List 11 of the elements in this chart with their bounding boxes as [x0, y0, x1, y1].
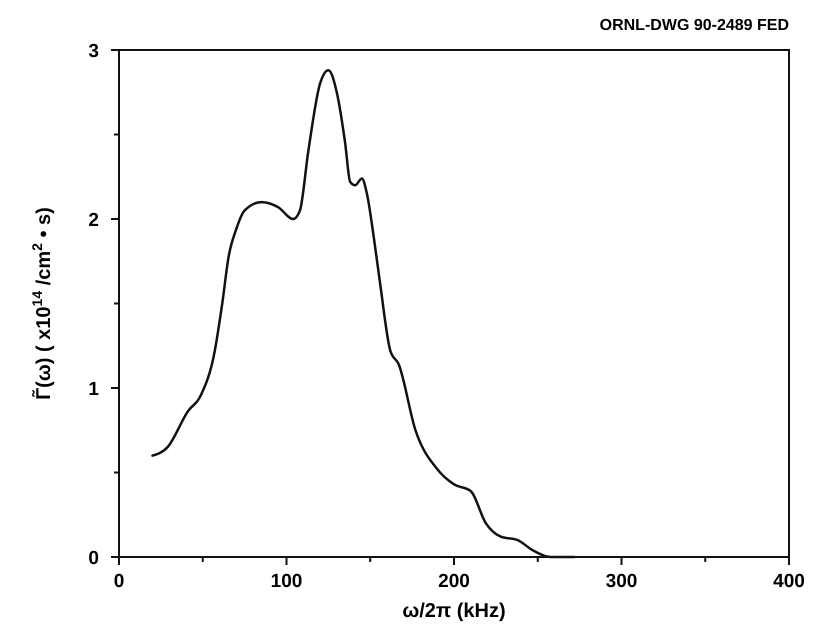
y-tick-label: 0 [88, 548, 99, 569]
y-tick-label: 1 [88, 379, 100, 400]
x-tick-label: 400 [773, 571, 805, 592]
x-axis-title: ω/2π (kHz) [402, 600, 506, 622]
x-tick-label: 300 [606, 571, 638, 592]
x-tick-label: 200 [438, 571, 470, 592]
x-tick-label: 0 [114, 571, 124, 592]
y-tick-label: 3 [88, 41, 99, 62]
y-tick-label: 2 [88, 210, 99, 231]
x-tick-label: 100 [270, 571, 302, 592]
text: ORNL-DWG 90-2489 FED [600, 17, 789, 34]
